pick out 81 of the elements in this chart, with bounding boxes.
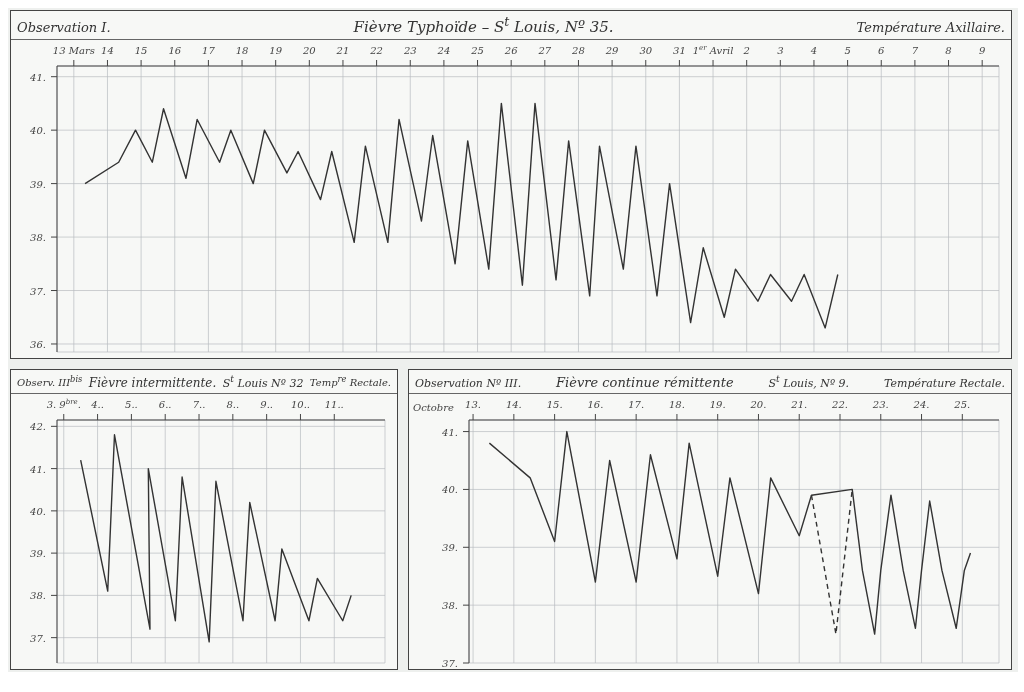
y-tick-label: 40.	[29, 125, 46, 137]
y-tick-label: 39.	[442, 541, 458, 553]
x-tick-label: 17	[202, 45, 216, 56]
line-series	[79, 433, 352, 643]
x-tick-label: 5..	[125, 398, 138, 410]
x-tick-label: 31	[673, 45, 686, 56]
x-tick-label: 8..	[226, 398, 240, 410]
text: Observation I.	[17, 20, 111, 35]
chart-subtitle: Temp$^{re}$ Rectale.	[309, 374, 391, 389]
x-tick-label: 15.	[546, 398, 563, 410]
x-tick-label: 2	[742, 45, 750, 56]
y-tick-label: 41.	[29, 71, 46, 83]
text: Observ. III$^{bis}$	[17, 374, 83, 389]
text: Observation Nº III.	[415, 376, 522, 390]
x-tick-label: 25.	[953, 398, 971, 410]
x-tick-label: 19.	[709, 398, 726, 410]
y-tick-label: 37.	[30, 285, 46, 297]
y-tick-label: 38.	[30, 590, 46, 602]
x-tick-label: 25	[470, 45, 484, 56]
x-tick-label: 21	[335, 45, 350, 56]
x-tick-label: 3. 9$^{bre}$.	[46, 397, 81, 410]
x-tick-label: 8	[945, 45, 952, 56]
x-tick-label: 16.	[587, 398, 604, 410]
x-tick-label: 16	[168, 45, 182, 56]
x-tick-label: 18.	[668, 398, 685, 410]
x-tick-label: 7	[911, 45, 919, 56]
chart-title: Fièvre continue rémittente	[556, 374, 734, 390]
y-tick-label: 37.	[30, 632, 46, 644]
x-tick-label: 9	[978, 45, 986, 56]
x-tick-label: 11..	[324, 398, 344, 410]
x-tick-label: 30	[639, 45, 653, 56]
x-tick-label: 10..	[290, 398, 311, 410]
x-tick-label: 20.	[749, 398, 767, 410]
x-tick-label: 7..	[192, 398, 206, 410]
y-tick-label: 38.	[442, 599, 458, 611]
x-tick-label: 15	[134, 45, 148, 56]
x-tick-label: 4	[809, 45, 818, 56]
text: S$^{t}$ Louis Nº 32	[222, 373, 304, 390]
y-tick-label: 37.	[442, 657, 458, 669]
x-tick-label: 5	[844, 45, 851, 56]
chart-subtitle: Température Axillaire.	[856, 20, 1005, 35]
x-tick-label: 19	[269, 45, 283, 56]
chart-title: Fièvre intermittente.	[88, 375, 217, 390]
y-tick-label: 38.	[30, 232, 46, 244]
x-tick-label: 20	[301, 45, 317, 56]
x-tick-label: 6..	[158, 398, 172, 410]
y-tick-label: 40.	[441, 484, 458, 496]
x-tick-label: 13.	[465, 398, 482, 410]
x-tick-label: 14	[101, 45, 114, 56]
x-tick-label: 23.	[871, 398, 889, 410]
chart-subtitle: Température Rectale.	[883, 376, 1005, 390]
chart-title: Fièvre Typhoïde – S$^{t}$ Louis, Nº 35.	[353, 14, 614, 36]
x-tick-label: 27	[537, 45, 552, 56]
x-tick-label: 3	[777, 45, 784, 56]
y-tick-label: 41.	[29, 463, 46, 475]
y-tick-label: 40.	[29, 505, 46, 517]
y-tick-label: 36.	[30, 338, 46, 350]
x-tick-label: 24	[436, 45, 451, 56]
text: S$^{t}$ Louis, Nº 9.	[768, 373, 850, 390]
x-tick-label: 28	[571, 45, 585, 56]
x-tick-label: 29	[604, 45, 620, 56]
y-tick-label: 41.	[441, 426, 458, 438]
x-tick-label: 24.	[912, 398, 930, 410]
y-tick-label: 39.	[30, 178, 46, 190]
x-tick-label: 13 Mars	[52, 45, 95, 56]
y-tick-label: 39.	[30, 547, 46, 559]
x-tick-label: 17.	[628, 398, 645, 410]
x-tick-label: 18	[235, 45, 249, 56]
x-tick-label: 22	[369, 45, 383, 56]
x-tick-label: 9..	[260, 398, 274, 410]
x-tick-label: 1$^{er}$ Avril	[692, 44, 734, 56]
x-tick-label: 26	[503, 45, 519, 56]
line-series	[488, 430, 972, 635]
x-tick-label: 4..	[90, 398, 104, 410]
x-tick-label: 14.	[505, 398, 522, 410]
x-tick-label: 21.	[790, 398, 808, 410]
y-tick-label: 42.	[29, 421, 46, 432]
x-tick-label: 23	[402, 45, 417, 56]
x-tick-label: 6	[878, 45, 886, 56]
x-tick-label: 22.	[831, 398, 848, 410]
x-axis-title: Octobre	[413, 402, 454, 413]
